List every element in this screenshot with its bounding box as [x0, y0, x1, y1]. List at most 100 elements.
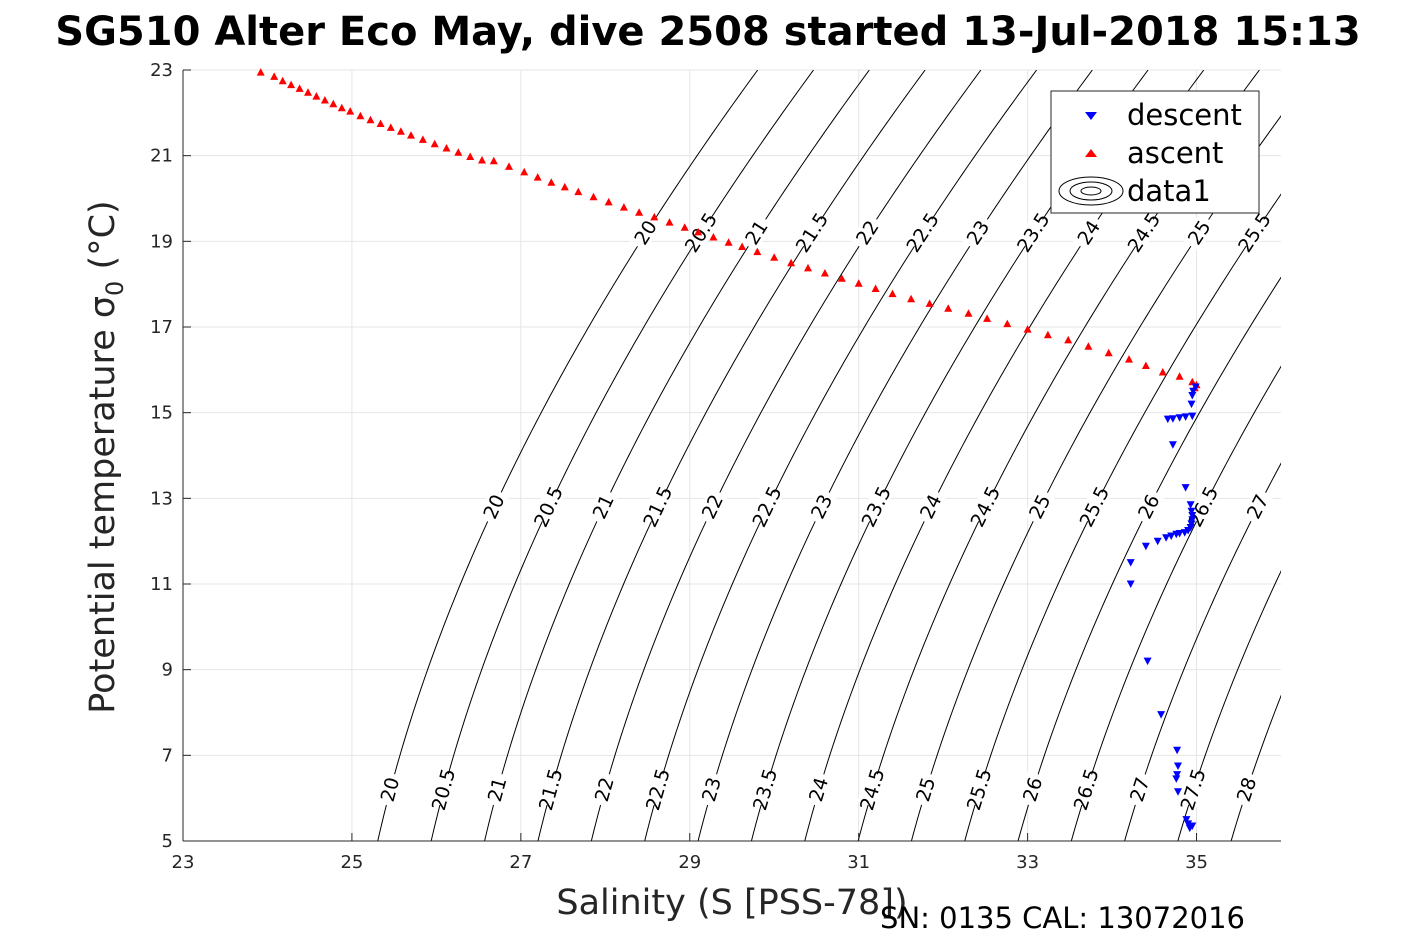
descent-marker — [1188, 512, 1197, 520]
descent-marker — [1126, 559, 1135, 567]
ascent-marker — [1084, 342, 1093, 350]
descent-marker — [1153, 537, 1162, 546]
contour-label-bg — [914, 487, 947, 526]
contour-label-bg — [905, 213, 940, 252]
ascent-series — [256, 68, 1201, 392]
ascent-marker — [854, 279, 863, 287]
ascent-marker — [312, 92, 321, 100]
descent-marker — [1167, 532, 1176, 540]
descent-marker — [1143, 657, 1152, 666]
legend-descent-marker — [1085, 112, 1097, 120]
ascent-marker — [1043, 330, 1052, 339]
ascent-marker — [295, 84, 304, 92]
y-tick-label: 11 — [150, 574, 173, 595]
contour-label-bg — [641, 487, 674, 526]
descent-marker — [1175, 414, 1184, 422]
contour-line — [537, 70, 926, 841]
descent-marker — [1173, 771, 1182, 779]
descent-marker — [1182, 816, 1191, 824]
descent-marker — [1188, 822, 1197, 830]
contour-label-bg — [628, 213, 663, 252]
y-tick-label: 21 — [150, 146, 173, 167]
descent-marker — [1187, 507, 1196, 516]
ascent-marker — [278, 76, 287, 85]
x-tick-label: 31 — [847, 852, 870, 873]
ascent-marker — [386, 123, 395, 131]
x-tick-label: 23 — [172, 852, 195, 873]
contour-label-bg — [857, 771, 886, 808]
ascent-marker — [983, 314, 992, 322]
y-axis-label-main: Potential temperature σ — [83, 296, 123, 714]
contour-label-bg — [1017, 771, 1047, 808]
contour-label-bg — [739, 213, 774, 252]
ascent-marker — [505, 162, 513, 170]
ascent-marker — [665, 218, 674, 226]
y-axis-label-unit: (°C) — [83, 200, 123, 280]
contour-label-bg — [1071, 771, 1101, 808]
contour-label-bg — [532, 487, 564, 526]
descent-marker — [1174, 762, 1182, 770]
contour-label-bg — [586, 487, 619, 526]
ascent-marker — [489, 156, 498, 165]
legend-box — [1050, 90, 1260, 214]
contour-label-bg — [859, 487, 892, 526]
ascent-marker — [888, 289, 897, 298]
ascent-marker — [320, 96, 329, 104]
contour-line — [644, 70, 1038, 841]
ascent-marker — [1104, 348, 1113, 357]
contour-line — [1230, 694, 1281, 841]
contour-label-bg — [1132, 487, 1165, 526]
ascent-marker — [871, 284, 880, 292]
ascent-marker — [442, 144, 451, 152]
ascent-marker — [964, 309, 973, 317]
descent-marker — [1163, 415, 1172, 424]
contour-line — [1070, 365, 1281, 841]
contour-line — [430, 70, 814, 841]
ascent-marker — [520, 167, 529, 176]
descent-marker — [1162, 534, 1171, 542]
contour-label-bg — [643, 771, 672, 808]
descent-marker — [1126, 580, 1135, 588]
ascent-marker — [329, 99, 338, 108]
ascent-marker — [1188, 377, 1197, 386]
ascent-marker — [418, 135, 427, 143]
contour-line — [377, 70, 759, 841]
contour-label-bg — [803, 771, 833, 808]
contour-line — [1124, 462, 1281, 841]
descent-marker — [1157, 711, 1166, 719]
y-axis-label-sub: 0 — [101, 281, 129, 296]
ascent-marker — [804, 263, 812, 272]
ascent-marker — [907, 294, 916, 303]
ascent-marker — [376, 119, 385, 127]
contour-label-bg — [482, 771, 511, 808]
ascent-marker — [650, 212, 659, 221]
ascent-marker — [738, 242, 747, 250]
y-tick-label: 7 — [162, 745, 173, 766]
x-tick-label: 35 — [1185, 852, 1208, 873]
contour-label-bg — [805, 487, 838, 526]
ascent-marker — [1064, 335, 1073, 344]
ascent-marker — [256, 68, 265, 76]
contour-label-bg — [960, 213, 995, 252]
ascent-marker — [337, 103, 346, 112]
contour-line — [697, 70, 1093, 841]
x-tick-label: 25 — [340, 852, 363, 873]
ascent-marker — [1003, 319, 1012, 328]
contour-label-bg — [536, 771, 565, 808]
ascent-marker — [1023, 325, 1032, 333]
descent-marker — [1175, 530, 1184, 538]
descent-series — [1126, 383, 1200, 833]
descent-marker — [1168, 441, 1177, 449]
x-tick-label: 27 — [509, 852, 532, 873]
contour-label-bg — [1124, 771, 1154, 808]
contour-label-bg — [1241, 487, 1274, 526]
contour-label-bg — [696, 771, 726, 808]
ascent-marker — [407, 131, 415, 139]
descent-marker — [1168, 415, 1177, 423]
ascent-marker — [547, 178, 556, 186]
contour-line — [484, 70, 870, 841]
ascent-marker — [753, 247, 762, 256]
ascent-marker — [356, 111, 365, 120]
ascent-marker — [366, 115, 375, 124]
descent-marker — [1187, 520, 1196, 528]
